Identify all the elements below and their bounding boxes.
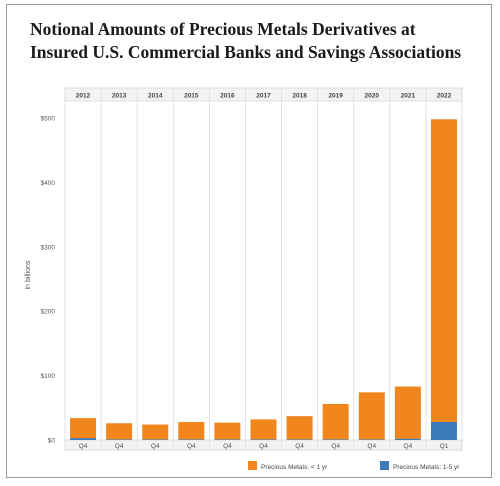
y-tick-label: $500 [41,116,56,123]
bar-precious-metals-under-1-yr [178,421,205,440]
chart-title-line-2: Insured U.S. Commercial Banks and Saving… [30,42,462,62]
quarter-label: Q4 [223,443,232,450]
year-label: 2022 [437,93,452,100]
bar-precious-metals-1-5-yr [430,421,457,440]
y-tick-label: $100 [41,373,56,380]
y-tick-label: $300 [41,244,56,251]
bar-precious-metals-under-1-yr [70,418,97,439]
quarter-label: Q4 [115,443,124,450]
quarter-label: Q4 [404,443,413,450]
year-label: 2020 [365,93,380,100]
year-label: 2019 [328,93,343,100]
bar-precious-metals-1-5-yr [286,439,313,440]
quarter-label: Q4 [259,443,268,450]
bar-precious-metals-1-5-yr [250,439,277,440]
bar-precious-metals-under-1-yr [286,416,313,440]
quarter-label: Q4 [151,443,160,450]
bar-precious-metals-1-5-yr [142,439,169,440]
legend: Precious Metals: < 1 yr Precious Metals: … [248,461,460,471]
year-label: 2016 [220,93,235,100]
plot-area [64,87,463,451]
bar-precious-metals-under-1-yr [214,422,241,440]
chart-title-line-1: Notional Amounts of Precious Metals Deri… [30,19,416,39]
quarter-label: Q4 [295,443,304,450]
bar-precious-metals-1-5-yr [178,439,205,440]
quarter-label: Q4 [79,443,88,450]
bar-precious-metals-under-1-yr [250,419,277,440]
year-label: 2014 [148,93,163,100]
bar-precious-metals-1-5-yr [70,438,97,440]
year-label: 2012 [76,93,91,100]
y-axis: $0 $100 $200 $300 $400 $500 [41,116,56,445]
legend-swatch [380,461,389,470]
legend-label: Precious Metals: < 1 yr [261,464,328,471]
bar-precious-metals-1-5-yr [394,438,421,440]
bar-precious-metals-under-1-yr [358,392,385,440]
bar-precious-metals-under-1-yr [142,424,169,440]
year-label: 2021 [401,93,416,100]
bar-precious-metals-under-1-yr [106,423,133,440]
bar-precious-metals-1-5-yr [106,439,133,440]
bar-series [70,119,457,440]
x-axis: 2012 Q4 2013 Q4 2014 Q4 2015 Q4 2016 Q4 2017 Q4 2018… [76,93,452,451]
column-dividers [100,88,427,450]
year-label: 2013 [112,93,127,100]
y-axis-label: in billions [25,260,32,289]
year-label: 2015 [184,93,199,100]
y-tick-label: $200 [41,309,56,316]
quarter-label: Q4 [187,443,196,450]
chart-title: Notional Amounts of Precious Metals Deri… [30,18,490,64]
quarter-label: Q1 [440,443,449,450]
y-tick-label: $0 [48,438,56,445]
bar-precious-metals-under-1-yr [394,386,421,439]
legend-label: Precious Metals: 1-5 yr [393,464,460,471]
legend-swatch [248,461,257,470]
quarter-label: Q4 [367,443,376,450]
y-tick-label: $400 [41,180,56,187]
bar-precious-metals-1-5-yr [214,439,241,440]
bar-precious-metals-under-1-yr [322,403,349,440]
bar-precious-metals-1-5-yr [322,439,349,440]
bar-precious-metals-under-1-yr [430,119,457,422]
year-label: 2018 [292,93,307,100]
year-label: 2017 [256,93,271,100]
bar-precious-metals-1-5-yr [358,439,385,440]
year-header-band [64,87,463,102]
quarter-label: Q4 [331,443,340,450]
